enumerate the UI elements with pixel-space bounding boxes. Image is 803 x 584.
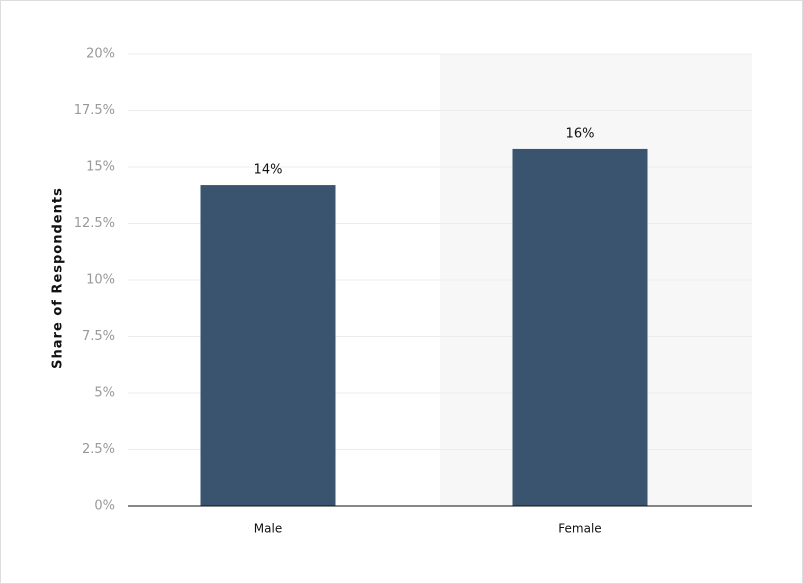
x-tick-label: Male <box>254 522 282 536</box>
y-tick-label: 17.5% <box>74 103 115 118</box>
y-tick-label: 2.5% <box>82 442 115 457</box>
y-tick-label: 0% <box>94 499 115 514</box>
bar <box>512 148 648 507</box>
y-tick-label: 12.5% <box>74 216 115 231</box>
bar <box>200 185 336 506</box>
value-label: 14% <box>254 163 283 178</box>
y-tick-label: 5% <box>94 386 115 401</box>
x-tick-label: Female <box>558 522 601 536</box>
value-label: 16% <box>566 126 595 141</box>
y-axis-label: Share of Respondents <box>51 187 66 369</box>
y-tick-label: 20% <box>86 47 115 62</box>
y-tick-label: 10% <box>86 273 115 288</box>
y-tick-label: 15% <box>86 160 115 175</box>
y-tick-label: 7.5% <box>82 329 115 344</box>
